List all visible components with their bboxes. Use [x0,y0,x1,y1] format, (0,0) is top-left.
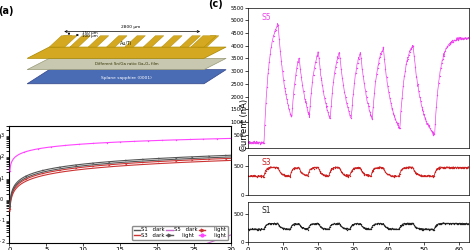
Polygon shape [198,36,219,47]
Polygon shape [107,36,127,47]
Text: (a): (a) [0,6,14,16]
Polygon shape [191,36,216,47]
Text: Splane sapphire (0001): Splane sapphire (0001) [101,76,152,80]
Legend: S1   dark, S3   dark, S5   dark,      light,      light,      light: S1 dark, S3 dark, S5 dark, light, light,… [132,226,228,240]
Text: Current (nA): Current (nA) [240,99,248,151]
Polygon shape [70,36,91,47]
Polygon shape [180,36,201,47]
Polygon shape [49,36,77,47]
Text: S3: S3 [262,158,271,167]
Polygon shape [162,36,182,47]
Polygon shape [27,47,226,58]
Text: 150 μm: 150 μm [82,31,98,35]
Polygon shape [27,58,226,70]
Polygon shape [27,70,226,84]
Text: Au/Ti: Au/Ti [120,40,133,45]
Polygon shape [125,36,146,47]
Text: S5: S5 [262,13,271,22]
Polygon shape [143,36,164,47]
Text: S1: S1 [262,206,271,215]
Text: 100 μm: 100 μm [82,34,98,38]
Polygon shape [88,36,109,47]
Text: Different Sn/Ga ratio Ga₂O₃ film: Different Sn/Ga ratio Ga₂O₃ film [95,62,158,66]
Polygon shape [52,36,72,47]
Text: 2800 μm: 2800 μm [121,25,141,29]
Text: (c): (c) [209,0,223,9]
